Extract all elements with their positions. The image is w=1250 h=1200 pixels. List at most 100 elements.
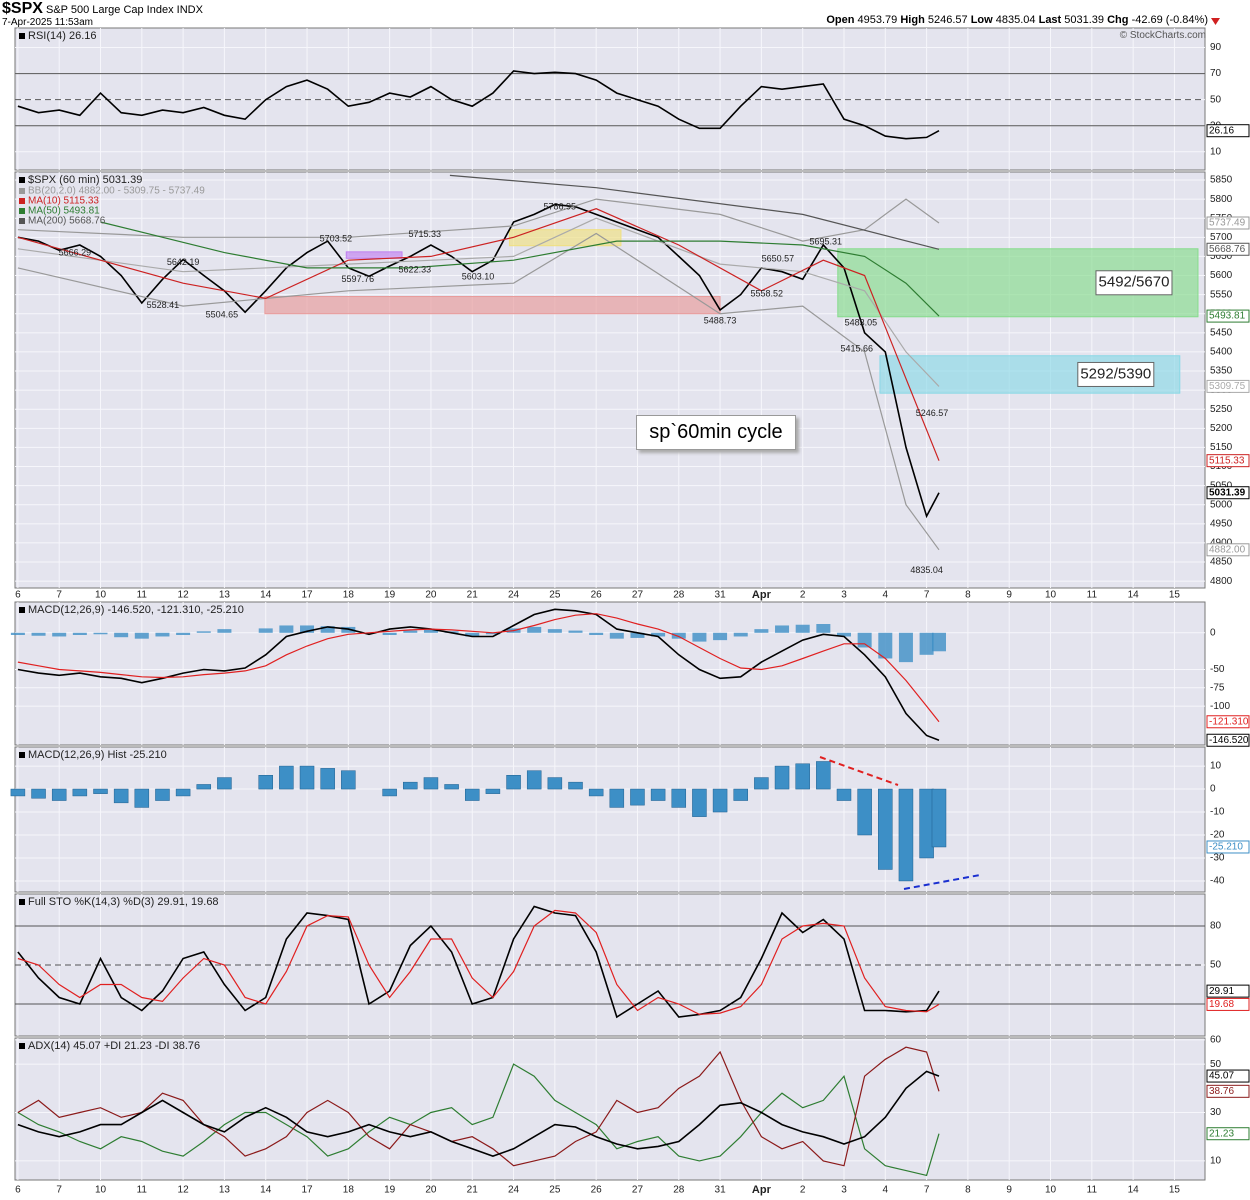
edge-label: 5668.76 xyxy=(1209,244,1246,255)
x-tick-label: 18 xyxy=(343,590,355,601)
histogram-bar xyxy=(279,625,294,633)
histogram-bar xyxy=(217,629,232,633)
histogram-bar xyxy=(775,625,790,633)
symbol: $SPX xyxy=(2,0,43,17)
quote-value: 5031.39 xyxy=(1064,14,1105,26)
x-tick-label: 12 xyxy=(178,590,190,601)
histogram-bar xyxy=(651,632,666,637)
divergence-line xyxy=(819,756,899,786)
x-tick-label: 28 xyxy=(673,1185,685,1196)
histogram-bar xyxy=(196,631,211,633)
zone-label-box xyxy=(1095,270,1173,296)
edge-label-box xyxy=(1206,124,1250,138)
edge-label: 45.07 xyxy=(1209,1071,1234,1082)
quote-label: Last xyxy=(1038,14,1062,26)
y-tick-label: 5150 xyxy=(1210,442,1233,453)
histogram-bar xyxy=(898,788,914,882)
histogram-bar xyxy=(423,629,438,633)
y-tick-label: 5000 xyxy=(1210,499,1233,510)
histogram-bar xyxy=(403,630,418,633)
histogram-bar xyxy=(382,788,397,797)
x-tick-label: 25 xyxy=(549,1185,561,1196)
price-label: 5597.76 xyxy=(342,274,375,284)
y-tick-label: -75 xyxy=(1210,682,1225,693)
x-tick-label: 6 xyxy=(15,590,21,601)
histogram-bar xyxy=(733,632,748,637)
copyright: © StockCharts.com xyxy=(1119,30,1206,41)
x-tick-label: 2 xyxy=(800,1185,806,1196)
edge-label: 38.76 xyxy=(1209,1086,1234,1097)
panel: -40 -30 -20 -10 0 10 MACD(12,26,9) Hist -25.21… xyxy=(10,747,1250,892)
histogram-bar xyxy=(795,624,810,633)
quote-line: Open 4953.79 High 5246.57 Low 4835.04 La… xyxy=(826,14,1208,26)
x-tick-label: 19 xyxy=(384,1185,396,1196)
title-marker xyxy=(19,752,25,758)
histogram-bar xyxy=(931,632,946,652)
panel: 4800485049004950500050505100515052005250… xyxy=(15,172,1250,588)
histogram-bar xyxy=(588,788,604,797)
histogram-bar xyxy=(31,788,46,799)
series-line xyxy=(100,221,940,317)
x-tick-label: 21 xyxy=(467,1185,479,1196)
series-line xyxy=(17,1046,940,1167)
edge-label: 5031.39 xyxy=(1209,487,1246,498)
histogram-bar xyxy=(733,788,748,801)
edge-label: 21.23 xyxy=(1209,1128,1234,1139)
histogram-bar xyxy=(485,632,500,635)
edge-label: 26.16 xyxy=(1209,125,1234,136)
x-tick-label: 6 xyxy=(15,1185,21,1196)
x-tick-label: 11 xyxy=(1087,1185,1098,1196)
edge-label: 5309.75 xyxy=(1209,381,1246,392)
x-tick-label: 14 xyxy=(1128,1185,1140,1196)
edge-label: -146.520 xyxy=(1209,735,1249,746)
legend-label: MA(50) 5493.81 xyxy=(28,206,100,217)
x-tick-label: 9 xyxy=(1006,1185,1012,1196)
x-tick-label: 9 xyxy=(1006,590,1012,601)
x-tick-label: 15 xyxy=(1169,590,1181,601)
x-tick-label: 14 xyxy=(260,590,272,601)
histogram-bar xyxy=(299,765,315,790)
x-tick-label: 3 xyxy=(841,590,847,601)
x-tick-label: 31 xyxy=(715,1185,727,1196)
histogram-bar xyxy=(836,788,852,801)
histogram-bar xyxy=(774,765,790,790)
histogram-bar xyxy=(878,632,893,659)
x-tick-label: 11 xyxy=(1087,590,1098,601)
histogram-bar xyxy=(671,632,686,639)
edge-label: 19.68 xyxy=(1209,999,1234,1010)
panel-title: MACD(12,26,9) -146.520, -121.310, -25.21… xyxy=(28,604,244,616)
panel-background xyxy=(14,27,1206,171)
x-tick-label: 2 xyxy=(800,590,806,601)
legend-label: MA(200) 5668.76 xyxy=(28,216,106,227)
y-tick-label: 5700 xyxy=(1210,232,1233,243)
x-tick-label: 24 xyxy=(508,1185,520,1196)
symbol-line: $SPX S&P 500 Large Cap Index INDX xyxy=(2,0,203,18)
histogram-bar xyxy=(300,625,315,633)
histogram-bar xyxy=(423,777,439,790)
histogram-bar xyxy=(547,629,562,633)
histogram-bar xyxy=(898,632,913,663)
title-marker xyxy=(19,1043,25,1049)
y-tick-label: -40 xyxy=(1210,876,1225,887)
histogram-bar xyxy=(72,632,87,635)
x-tick-label: Apr xyxy=(752,589,772,601)
x-tick-label: 20 xyxy=(425,590,437,601)
y-tick-label: -100 xyxy=(1210,701,1230,712)
series-line xyxy=(17,198,940,242)
x-tick-label: 7 xyxy=(56,590,62,601)
edge-label-box xyxy=(1206,216,1250,230)
x-tick-label: 8 xyxy=(965,1185,971,1196)
x-tick-label: 26 xyxy=(591,1185,603,1196)
x-tick-label: 7 xyxy=(56,1185,62,1196)
edge-label: -25.210 xyxy=(1209,842,1243,853)
histogram-bar xyxy=(176,632,191,635)
x-tick-label: 4 xyxy=(883,590,889,601)
histogram-bar xyxy=(816,761,831,790)
price-label: 5488.73 xyxy=(704,315,737,325)
y-tick-label: 50 xyxy=(1210,1059,1222,1070)
histogram-bar xyxy=(692,632,707,642)
edge-label-box xyxy=(1206,997,1250,1011)
histogram-bar xyxy=(836,632,851,637)
price-zone xyxy=(345,251,403,259)
x-tick-label: 10 xyxy=(95,1185,107,1196)
